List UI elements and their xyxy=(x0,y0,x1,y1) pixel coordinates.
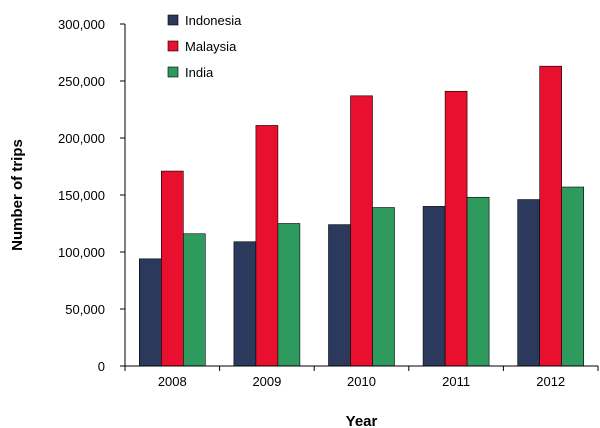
x-ticks-group: 2008 2009 2010 2011 2012 xyxy=(124,366,599,389)
bar-indonesia-2012 xyxy=(517,199,541,367)
y-axis-title: Number of trips xyxy=(9,139,26,251)
legend-label-india: India xyxy=(185,65,214,80)
y-tick-label: 150,000 xyxy=(58,188,105,203)
y-tick-label: 0 xyxy=(98,359,105,374)
x-tick-label: 2011 xyxy=(442,374,470,389)
bar-india-2012 xyxy=(561,186,585,367)
legend-label-malaysia: Malaysia xyxy=(185,39,237,54)
legend-swatch-indonesia xyxy=(167,14,179,26)
y-ticks-group: 0 50,000 100,000 150,000 200,000 250,000 300,0… xyxy=(58,17,125,374)
legend: Indonesia Malaysia India xyxy=(167,13,242,80)
y-tick-label: 50,000 xyxy=(65,302,105,317)
x-tick-label: 2008 xyxy=(158,374,187,389)
bar-malaysia-2008 xyxy=(161,170,184,367)
legend-label-indonesia: Indonesia xyxy=(185,13,242,28)
bar-malaysia-2010 xyxy=(350,95,373,367)
y-tick-label: 300,000 xyxy=(58,17,105,32)
bar-indonesia-2010 xyxy=(328,224,351,367)
bar-india-2011 xyxy=(466,196,490,367)
legend-swatch-malaysia xyxy=(167,40,179,52)
bar-malaysia-2012 xyxy=(539,65,563,367)
bar-indonesia-2011 xyxy=(422,206,446,367)
y-tick-label: 250,000 xyxy=(58,74,105,89)
y-tick-label: 100,000 xyxy=(58,245,105,260)
bar-india-2010 xyxy=(372,207,395,367)
bar-malaysia-2009 xyxy=(255,125,279,367)
x-axis-title: Year xyxy=(346,413,378,428)
bar-india-2009 xyxy=(277,223,301,367)
bar-malaysia-2011 xyxy=(444,90,468,367)
x-tick-label: 2012 xyxy=(536,374,565,389)
y-tick-label: 200,000 xyxy=(58,131,105,146)
bar-indonesia-2008 xyxy=(139,258,162,367)
x-tick-label: 2009 xyxy=(252,374,281,389)
bar-indonesia-2009 xyxy=(233,241,257,367)
bars-group xyxy=(139,65,585,367)
legend-swatch-india xyxy=(167,66,179,78)
bar-india-2008 xyxy=(183,233,206,367)
x-tick-label: 2010 xyxy=(347,374,376,389)
